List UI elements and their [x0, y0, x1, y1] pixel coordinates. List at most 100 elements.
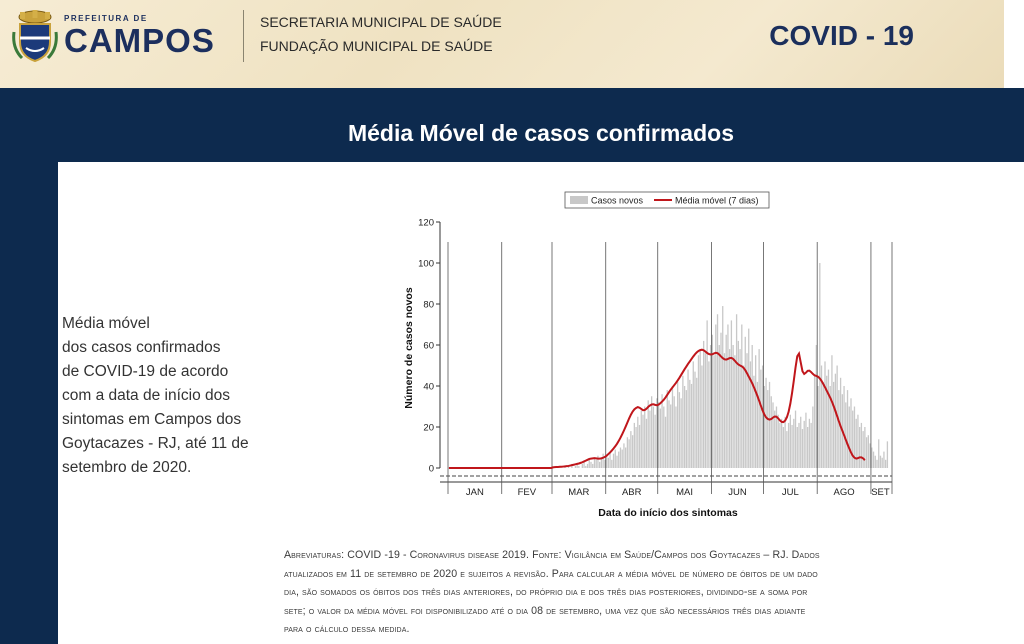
- case-bar: [751, 345, 753, 468]
- case-bar: [800, 416, 802, 468]
- month-label: MAI: [676, 487, 693, 498]
- case-bar: [628, 439, 630, 468]
- case-bar: [767, 390, 769, 468]
- case-bar: [735, 314, 738, 468]
- case-bar: [810, 422, 812, 468]
- y-tick-label: 0: [429, 464, 434, 475]
- case-bar: [874, 455, 876, 468]
- case-bar: [852, 410, 854, 468]
- case-bar: [713, 355, 715, 468]
- y-tick-label: 40: [423, 382, 434, 393]
- case-bar: [850, 398, 852, 468]
- case-bar: [782, 427, 785, 468]
- case-bar: [694, 371, 696, 468]
- case-bar: [834, 373, 837, 468]
- case-bar: [831, 355, 833, 468]
- case-bar: [819, 263, 821, 468]
- description-line: com a data de início dos: [62, 387, 231, 404]
- case-bar: [701, 365, 703, 468]
- case-bar: [704, 353, 707, 468]
- case-bar: [765, 377, 767, 468]
- footnote-line: Abreviaturas: COVID -19 - Coronavirus di…: [284, 549, 820, 561]
- case-bar: [703, 340, 705, 468]
- case-bar: [720, 332, 722, 468]
- description-line: dos casos confirmados: [62, 339, 221, 356]
- case-bar: [725, 334, 727, 468]
- case-bar: [602, 453, 604, 468]
- case-bar: [687, 369, 689, 468]
- chart-legend: Casos novos Média móvel (7 dias): [564, 191, 770, 209]
- case-bar: [651, 396, 653, 468]
- logo-name: CAMPOS: [64, 22, 215, 59]
- case-bar: [657, 402, 660, 468]
- case-bar: [708, 361, 710, 468]
- case-bar: [815, 345, 817, 468]
- month-label: JAN: [466, 487, 484, 498]
- case-bar: [649, 410, 651, 468]
- case-bar: [586, 463, 589, 468]
- case-bar: [673, 396, 675, 468]
- case-bar: [619, 447, 622, 468]
- case-bar: [760, 369, 762, 468]
- case-bar: [812, 406, 814, 468]
- case-bar: [774, 410, 776, 468]
- case-bar: [770, 396, 772, 468]
- case-bar: [761, 365, 764, 468]
- case-bar: [677, 381, 679, 468]
- case-bar: [867, 435, 869, 468]
- case-bar: [857, 414, 859, 468]
- chart-description: Média móvel dos casos confirmados de COV…: [62, 312, 262, 480]
- case-bar: [593, 457, 596, 468]
- case-bar: [746, 353, 748, 468]
- case-bar: [666, 390, 668, 468]
- case-bar: [826, 375, 828, 468]
- description-line: sintomas em Campos dos: [62, 411, 242, 428]
- case-bar: [729, 349, 731, 468]
- case-bar: [838, 390, 840, 468]
- covid-title: COVID - 19: [769, 20, 914, 51]
- city-coat-of-arms-icon: [12, 10, 58, 63]
- case-bar: [869, 443, 871, 468]
- case-bar: [793, 418, 795, 468]
- y-tick-label: 100: [418, 259, 434, 270]
- header-divider: [243, 10, 244, 62]
- case-bar: [803, 420, 805, 468]
- case-bar: [855, 418, 857, 468]
- case-bar: [796, 427, 798, 468]
- case-bar: [711, 334, 713, 468]
- case-bar: [768, 381, 771, 468]
- case-bar: [749, 361, 752, 468]
- footnote: Abreviaturas: COVID -19 - Coronavirus di…: [284, 546, 1022, 639]
- case-bar: [592, 463, 594, 468]
- case-bar: [829, 386, 831, 468]
- case-bar: [879, 455, 882, 468]
- case-bar: [614, 449, 616, 468]
- case-bar: [623, 443, 625, 468]
- moving-average-chart: Casos novos Média móvel (7 dias) 0 20 40 60…: [403, 191, 893, 519]
- case-bar: [675, 406, 677, 468]
- case-bar: [833, 381, 835, 468]
- case-bar: [820, 365, 823, 468]
- case-bar: [633, 422, 635, 468]
- logo-subtitle: PREFEITURA DE: [64, 14, 148, 23]
- case-bar: [647, 400, 649, 468]
- case-bar: [685, 390, 687, 468]
- case-bar: [732, 345, 734, 468]
- case-bar: [590, 461, 592, 468]
- case-bar: [689, 379, 691, 468]
- case-bar: [716, 314, 719, 468]
- case-bar: [696, 377, 698, 468]
- case-bar: [859, 427, 861, 468]
- month-label: FEV: [518, 487, 537, 498]
- case-bar: [876, 459, 878, 468]
- case-bar: [618, 451, 620, 468]
- case-bar: [885, 459, 887, 468]
- case-bar: [692, 361, 694, 468]
- case-bar: [668, 400, 670, 468]
- case-bar: [645, 418, 648, 468]
- case-bar: [789, 414, 791, 468]
- case-bar: [609, 451, 611, 468]
- case-bar: [755, 355, 757, 468]
- case-bar: [872, 451, 875, 468]
- case-bar: [718, 345, 720, 468]
